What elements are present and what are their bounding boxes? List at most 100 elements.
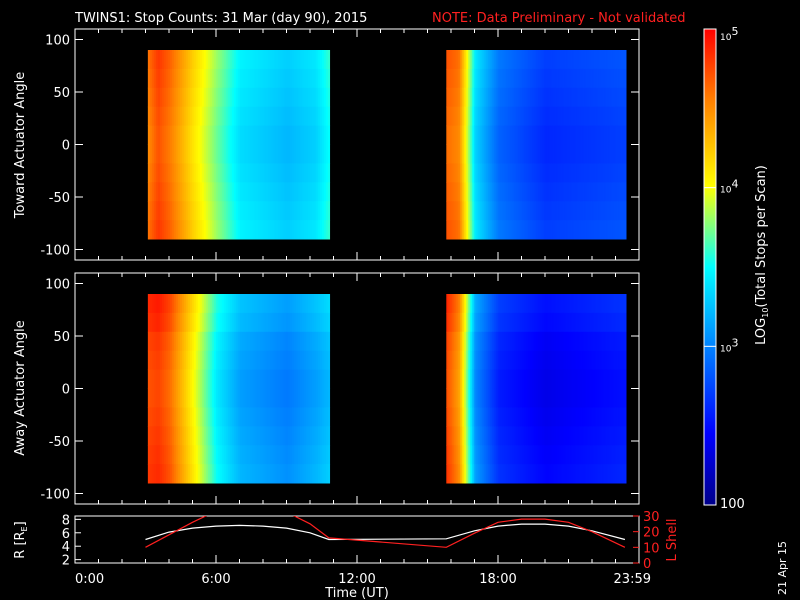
heatmap-cell xyxy=(544,125,547,145)
heatmap-cell xyxy=(235,68,239,89)
heatmap-cell xyxy=(269,182,273,202)
heatmap-cell xyxy=(157,125,161,145)
time-axis-label: Time (UT) xyxy=(324,586,389,600)
heatmap-cell xyxy=(231,87,235,108)
heatmap-cell xyxy=(199,464,203,484)
heatmap-cell xyxy=(538,87,541,108)
heatmap-cell xyxy=(157,294,161,314)
heatmap-cell xyxy=(452,163,455,183)
heatmap-cell xyxy=(301,163,305,183)
heatmap-cell xyxy=(466,369,469,389)
heatmap-cell xyxy=(151,220,155,240)
heatmap-cell xyxy=(446,125,449,145)
heatmap-cell xyxy=(151,312,155,333)
heatmap-cell xyxy=(508,144,511,164)
heatmap-cell xyxy=(510,294,513,314)
heatmap-cell xyxy=(293,182,297,202)
heatmap-cell xyxy=(159,182,163,202)
heatmap-cell xyxy=(466,445,469,465)
heatmap-cell xyxy=(506,201,509,221)
heatmap-cell xyxy=(307,445,311,465)
heatmap-cell xyxy=(167,50,171,70)
heatmap-cell xyxy=(203,350,207,371)
heatmap-cell xyxy=(311,464,315,484)
heatmap-cell xyxy=(179,445,183,465)
heatmap-cell xyxy=(558,68,561,89)
heatmap-cell xyxy=(213,182,217,202)
heatmap-cell xyxy=(582,294,585,314)
heatmap-cell xyxy=(289,163,293,183)
heatmap-cell xyxy=(285,125,289,145)
heatmap-cell xyxy=(474,426,477,446)
heatmap-cell xyxy=(560,106,563,127)
heatmap-cell xyxy=(265,369,269,389)
heatmap-cell xyxy=(530,445,533,465)
heatmap-cell xyxy=(277,182,281,202)
heatmap-cell xyxy=(600,182,603,202)
heatmap-cell xyxy=(221,407,225,427)
heatmap-cell xyxy=(263,369,267,389)
heatmap-cell xyxy=(474,350,477,371)
heatmap-cell xyxy=(502,369,505,389)
heatmap-cell xyxy=(586,464,589,484)
heatmap-cell xyxy=(592,445,595,465)
heatmap-cell xyxy=(251,106,255,127)
heatmap-cell xyxy=(482,163,485,183)
heatmap-cell xyxy=(448,68,451,89)
heatmap-cell xyxy=(612,407,615,427)
heatmap-cell xyxy=(498,426,501,446)
heatmap-cell xyxy=(197,201,201,221)
heatmap-cell xyxy=(582,407,585,427)
heatmap-cell xyxy=(187,201,191,221)
heatmap-cell xyxy=(253,369,257,389)
heatmap-cell xyxy=(600,350,603,371)
lshell-axis-label: L Shell xyxy=(665,518,680,561)
heatmap-cell xyxy=(245,350,249,371)
heatmap-cell xyxy=(470,87,473,108)
heatmap-cell xyxy=(520,220,523,240)
heatmap-cell xyxy=(496,294,499,314)
heatmap-cell xyxy=(269,464,273,484)
heatmap-cell xyxy=(309,350,313,371)
heatmap-cell xyxy=(327,144,331,164)
heatmap-cell xyxy=(327,182,331,202)
heatmap-cell xyxy=(321,369,325,389)
heatmap-cell xyxy=(558,445,561,465)
heatmap-cell xyxy=(241,87,245,108)
heatmap-cell xyxy=(560,201,563,221)
heatmap-cell xyxy=(446,312,449,333)
heatmap-cell xyxy=(235,294,239,314)
heatmap-cell xyxy=(251,50,255,70)
heatmap-cell xyxy=(185,106,189,127)
heatmap-cell xyxy=(261,407,265,427)
heatmap-cell xyxy=(506,294,509,314)
heatmap-cell xyxy=(454,407,457,427)
heatmap-cell xyxy=(458,144,461,164)
heatmap-cell xyxy=(546,106,549,127)
heatmap-cell xyxy=(227,312,231,333)
heatmap-cell xyxy=(177,312,181,333)
heatmap-cell xyxy=(211,426,215,446)
heatmap-cell xyxy=(303,50,307,70)
heatmap-cell xyxy=(532,407,535,427)
heatmap-cell xyxy=(496,350,499,371)
heatmap-cell xyxy=(255,445,259,465)
heatmap-cell xyxy=(552,464,555,484)
heatmap-cell xyxy=(253,163,257,183)
heatmap-cell xyxy=(271,407,275,427)
heatmap-cell xyxy=(299,87,303,108)
heatmap-cell xyxy=(221,201,225,221)
heatmap-cell xyxy=(528,182,531,202)
heatmap-cell xyxy=(582,163,585,183)
heatmap-cell xyxy=(556,68,559,89)
heatmap-cell xyxy=(179,87,183,108)
heatmap-cell xyxy=(580,106,583,127)
heatmap-cell xyxy=(620,426,623,446)
heatmap-cell xyxy=(598,50,601,70)
heatmap-cell xyxy=(249,68,253,89)
heatmap-cell xyxy=(325,464,329,484)
heatmap-cell xyxy=(534,220,537,240)
heatmap-cell xyxy=(293,464,297,484)
heatmap-cell xyxy=(199,68,203,89)
heatmap-cell xyxy=(299,106,303,127)
